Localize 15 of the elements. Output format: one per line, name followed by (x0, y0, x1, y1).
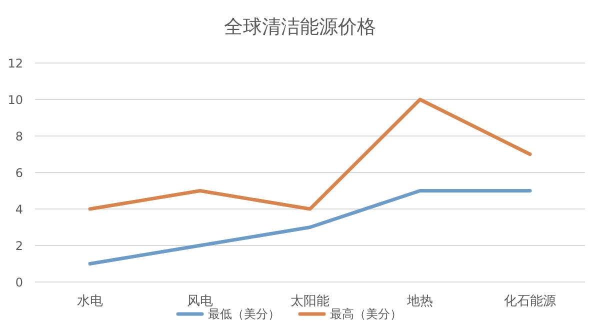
x-tick-label: 水电 (77, 294, 103, 309)
x-tick-label: 风电 (187, 294, 213, 309)
legend-label: 最低（美分） (208, 307, 280, 321)
legend-label: 最高（美分） (330, 307, 402, 321)
x-tick-label: 太阳能 (290, 294, 330, 309)
y-tick-label: 4 (15, 202, 23, 216)
chart-title: 全球清洁能源价格 (224, 16, 376, 38)
x-tick-label: 地热 (406, 294, 433, 309)
x-tick-label: 化石能源 (504, 294, 556, 309)
y-tick-label: 2 (15, 239, 23, 253)
y-tick-label: 10 (8, 93, 23, 107)
y-tick-label: 6 (15, 166, 23, 180)
y-tick-label: 8 (15, 130, 23, 144)
y-tick-label: 0 (15, 276, 23, 290)
y-tick-label: 12 (8, 56, 23, 70)
